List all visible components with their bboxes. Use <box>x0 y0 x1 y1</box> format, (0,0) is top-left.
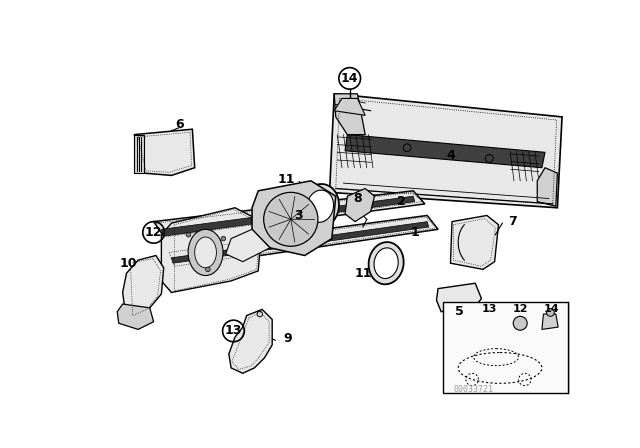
Ellipse shape <box>307 190 333 222</box>
Text: 10: 10 <box>119 257 137 270</box>
Polygon shape <box>134 129 195 176</box>
Text: 1: 1 <box>410 226 419 239</box>
Polygon shape <box>123 255 164 314</box>
Polygon shape <box>117 304 154 329</box>
Ellipse shape <box>374 248 398 279</box>
Text: 12: 12 <box>513 304 528 314</box>
Polygon shape <box>436 283 481 312</box>
Polygon shape <box>330 94 562 208</box>
Circle shape <box>547 309 554 316</box>
Ellipse shape <box>188 229 223 276</box>
Ellipse shape <box>369 242 404 284</box>
Text: 14: 14 <box>543 304 559 314</box>
Text: 11: 11 <box>277 173 295 186</box>
Polygon shape <box>542 314 558 329</box>
Circle shape <box>221 236 226 241</box>
Polygon shape <box>154 191 425 238</box>
Text: 9: 9 <box>284 332 292 345</box>
Text: 3: 3 <box>294 209 303 222</box>
Polygon shape <box>134 134 143 173</box>
Polygon shape <box>161 208 262 293</box>
Polygon shape <box>167 215 438 268</box>
Circle shape <box>186 233 191 237</box>
Text: 5: 5 <box>456 305 464 318</box>
Polygon shape <box>161 196 415 236</box>
Text: 8: 8 <box>353 192 362 205</box>
Polygon shape <box>345 189 374 222</box>
Polygon shape <box>451 215 499 269</box>
Polygon shape <box>537 168 557 206</box>
Text: 7: 7 <box>508 215 517 228</box>
FancyBboxPatch shape <box>443 302 568 392</box>
Text: 13: 13 <box>225 324 242 337</box>
Polygon shape <box>172 222 429 263</box>
Text: 14: 14 <box>341 72 358 85</box>
Polygon shape <box>226 229 270 262</box>
Ellipse shape <box>195 237 216 268</box>
Text: 6: 6 <box>175 118 184 131</box>
Text: 00033721: 00033721 <box>454 385 493 394</box>
Circle shape <box>264 192 318 246</box>
Text: 4: 4 <box>446 149 455 162</box>
Polygon shape <box>334 94 365 134</box>
Text: 11: 11 <box>355 267 372 280</box>
Polygon shape <box>229 310 272 373</box>
Ellipse shape <box>301 184 339 228</box>
Text: 12: 12 <box>145 226 163 239</box>
Circle shape <box>513 316 527 330</box>
Text: 2: 2 <box>397 195 406 208</box>
Polygon shape <box>334 99 365 116</box>
Circle shape <box>205 267 210 271</box>
Polygon shape <box>252 181 336 255</box>
Text: 13: 13 <box>481 304 497 314</box>
Polygon shape <box>345 134 545 168</box>
